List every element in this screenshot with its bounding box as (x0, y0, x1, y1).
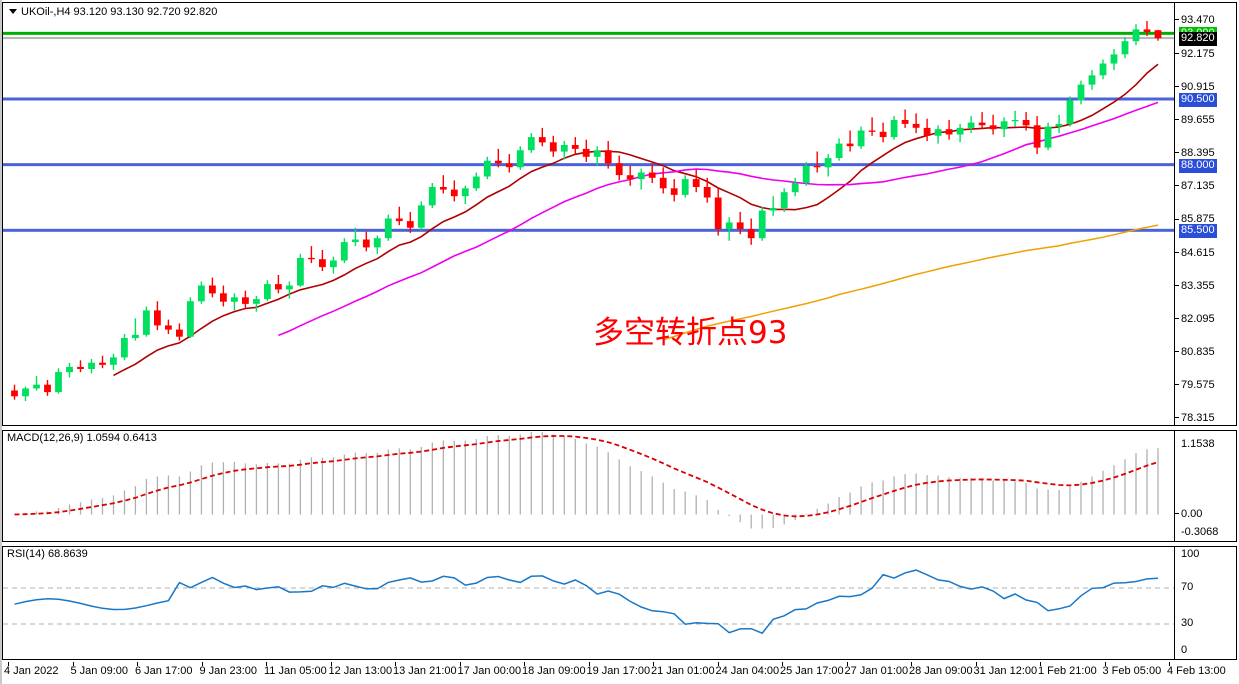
price-axis-tick: 83.355 (1175, 280, 1215, 292)
time-axis-label: 9 Jan 23:00 (199, 665, 258, 677)
window-left-gutter (0, 0, 2, 684)
price-axis-tick: 90.915 (1175, 82, 1215, 93)
time-axis[interactable]: 4 Jan 2022 5 Jan 09:00 6 Jan 17:00 9 Jan 23… (2, 662, 1237, 682)
time-axis-tick (911, 662, 912, 666)
symbol-header-text: UKOil-,H4 93.120 93.130 92.720 92.820 (21, 6, 218, 18)
price-axis[interactable]: 78.315 79.575 80.835 82.095 83.355 84.615 85.8… (1174, 3, 1236, 425)
time-axis-label: 11 Jan 05:00 (264, 665, 327, 677)
caret-down-icon[interactable] (9, 8, 17, 14)
time-axis-label: 19 Jan 17:00 (586, 665, 651, 677)
rsi-pane-plot (3, 547, 1236, 659)
time-axis-tick (201, 662, 203, 666)
time-axis-label: 3 Feb 05:00 (1102, 665, 1162, 677)
time-axis-tick (1169, 662, 1170, 666)
rsi-pane[interactable]: RSI(14) 68.8639 100 70 30 0 (2, 546, 1237, 660)
time-axis-label: 13 Jan 21:00 (393, 665, 457, 677)
time-axis-label: 6 Jan 17:00 (135, 665, 193, 677)
time-axis-label: 28 Jan 09:00 (909, 665, 973, 677)
time-axis-tick (782, 662, 783, 666)
price-axis-tick: 85.875 (1175, 214, 1215, 225)
price-axis-tick: 93.470 (1175, 15, 1215, 26)
time-axis-tick (395, 662, 396, 666)
rsi-axis-tick: 70 (1181, 581, 1194, 593)
price-axis-tick: 87.135 (1175, 181, 1215, 192)
macd-axis-tick: -0.3068 (1181, 526, 1219, 538)
price-axis-tick: 78.315 (1175, 413, 1215, 424)
time-axis-label: 17 Jan 00:00 (457, 665, 522, 677)
time-axis-tick (1040, 662, 1041, 666)
macd-chart-svg (14, 431, 1159, 529)
time-axis-tick (266, 662, 267, 666)
price-level-tag[interactable]: 88.000 (1179, 158, 1217, 173)
price-axis-tick: 89.655 (1175, 115, 1215, 126)
time-axis-tick (459, 662, 461, 666)
time-axis-label: 12 Jan 13:00 (328, 665, 393, 677)
rsi-axis-tick: 0 (1181, 644, 1188, 656)
time-axis-tick (1104, 662, 1106, 666)
rsi-label: RSI(14) 68.8639 (7, 548, 88, 560)
macd-axis[interactable]: 1.1538 0.00 -0.3068 (1174, 431, 1236, 541)
macd-axis-tick: 1.1538 (1181, 438, 1215, 450)
time-axis-label: 25 Jan 17:00 (780, 665, 844, 677)
rsi-axis-tick: 100 (1181, 548, 1200, 560)
time-axis-label: 18 Jan 09:00 (522, 665, 586, 677)
time-axis-tick (975, 662, 977, 666)
time-axis-label: 4 Feb 13:00 (1167, 665, 1226, 677)
time-axis-label: 1 Feb 21:00 (1038, 665, 1097, 677)
price-level-tag[interactable]: 90.500 (1179, 92, 1217, 107)
time-axis-tick (524, 662, 525, 666)
price-axis-tick: 79.575 (1175, 379, 1215, 391)
rsi-chart-svg (3, 569, 1180, 635)
macd-pane[interactable]: MACD(12,26,9) 1.0594 0.6413 1.1538 0.00 -0… (2, 430, 1237, 542)
macd-axis-tick: 0.00 (1175, 508, 1202, 520)
price-level-tag[interactable]: 92.820 (1179, 32, 1217, 47)
time-axis-label: 24 Jan 04:00 (715, 665, 780, 677)
price-axis-tick: 92.175 (1175, 49, 1215, 60)
price-chart-svg: 多空转折点93 (3, 21, 1180, 401)
time-axis-tick (8, 662, 9, 666)
time-axis-label: 4 Jan 2022 (4, 665, 59, 677)
rsi-axis[interactable]: 100 70 30 0 (1174, 547, 1236, 659)
price-pane-plot: 多空转折点93 (3, 3, 1236, 425)
price-axis-tick: 88.395 (1175, 148, 1215, 159)
symbol-header-row: UKOil-,H4 93.120 93.130 92.720 92.820 (9, 6, 217, 18)
price-axis-tick: 84.615 (1175, 247, 1215, 259)
time-axis-tick (72, 662, 74, 666)
time-axis-label: 21 Jan 01:00 (651, 665, 715, 677)
time-axis-tick (330, 662, 332, 666)
price-pane[interactable]: 多空转折点93 UKOil-,H4 93.120 93.130 92.720 9… (2, 2, 1237, 426)
price-axis-tick: 80.835 (1175, 346, 1215, 358)
price-axis-tick: 82.095 (1175, 313, 1215, 325)
time-axis-label: 27 Jan 01:00 (844, 665, 909, 677)
time-axis-label: 31 Jan 12:00 (973, 665, 1038, 677)
time-axis-tick (653, 662, 654, 666)
chart-annotation: 多空转折点93 (593, 315, 787, 351)
time-axis-tick (846, 662, 848, 666)
macd-label: MACD(12,26,9) 1.0594 0.6413 (7, 432, 157, 444)
time-axis-tick (588, 662, 590, 666)
time-axis-tick (137, 662, 138, 666)
time-axis-label: 5 Jan 09:00 (70, 665, 129, 677)
price-level-tag[interactable]: 85.500 (1179, 224, 1217, 239)
time-axis-tick (717, 662, 719, 666)
macd-pane-plot (3, 431, 1236, 541)
rsi-axis-tick: 30 (1181, 617, 1194, 629)
